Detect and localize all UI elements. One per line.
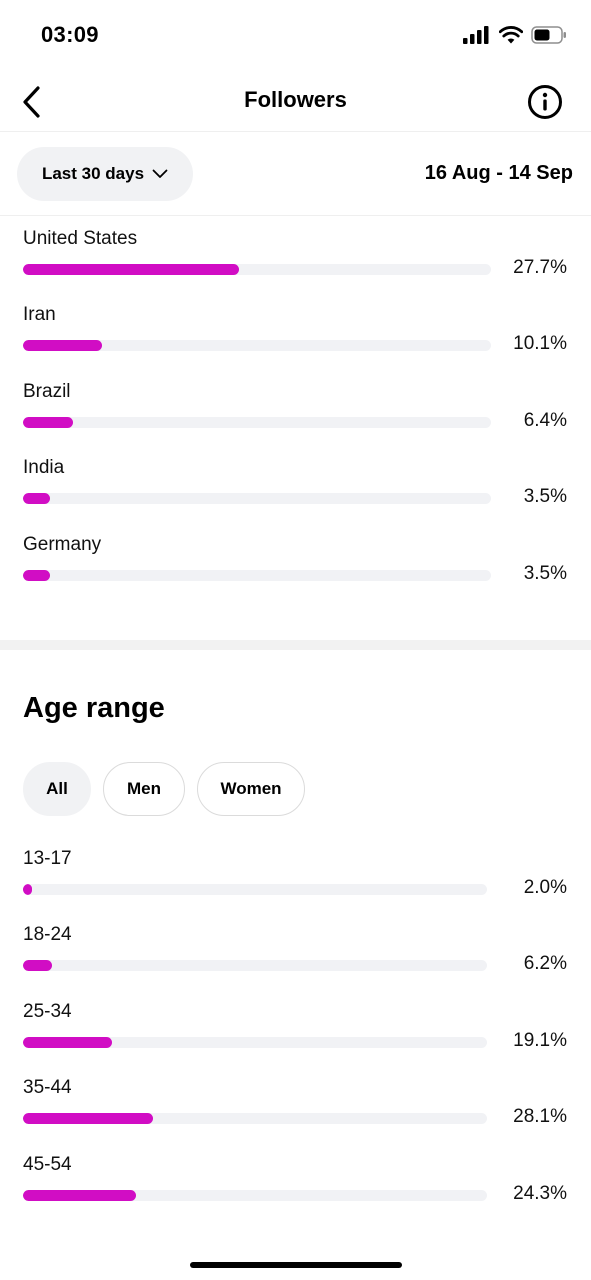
status-bar: 03:09	[0, 0, 591, 72]
bar-track	[23, 569, 491, 581]
bar-fill	[23, 1189, 136, 1201]
tab-men[interactable]: Men	[103, 762, 185, 816]
bar-track	[23, 1113, 487, 1125]
age-row: 18-24 6.2%	[0, 916, 591, 992]
bar-track	[23, 884, 487, 895]
age-percent: 2.0%	[523, 877, 567, 898]
country-row: India 3.5%	[0, 449, 591, 525]
chevron-left-icon	[23, 86, 40, 118]
country-percent: 3.5%	[523, 486, 567, 508]
bar-track	[23, 1036, 487, 1048]
age-percent: 28.1%	[513, 1106, 567, 1128]
cellular-signal-icon	[463, 26, 489, 44]
wifi-icon	[499, 26, 523, 44]
info-button[interactable]	[525, 82, 565, 122]
age-percent: 19.1%	[513, 1029, 567, 1051]
bar-track	[23, 1189, 487, 1201]
age-row: 25-34 19.1%	[0, 993, 591, 1069]
age-percent: 6.2%	[523, 953, 567, 975]
country-percent: 3.5%	[523, 562, 567, 584]
gender-tabs: All Men Women	[23, 762, 305, 816]
country-row: United States 27.7%	[0, 220, 591, 296]
country-percent: 6.4%	[523, 409, 567, 431]
filter-row: Last 30 days 16 Aug - 14 Sep	[0, 132, 591, 216]
tab-women[interactable]: Women	[197, 762, 305, 816]
country-label: Germany	[23, 533, 102, 555]
bar-fill	[23, 493, 51, 505]
age-label: 25-34	[23, 1000, 72, 1022]
age-range-title: Age range	[23, 692, 165, 724]
bar-track	[23, 264, 491, 275]
age-row: 13-17 2.0%	[0, 840, 591, 916]
bar-fill	[23, 569, 51, 581]
bar-fill	[23, 960, 52, 972]
country-label: Brazil	[23, 380, 71, 402]
bar-track	[23, 960, 487, 972]
country-row: Germany 3.5%	[0, 526, 591, 602]
age-label: 13-17	[23, 848, 72, 869]
age-row: 35-44 28.1%	[0, 1069, 591, 1145]
country-label: United States	[23, 228, 138, 249]
bar-track	[23, 493, 491, 505]
date-range-selector-label: Last 30 days	[41, 164, 145, 183]
bar-fill	[23, 1113, 154, 1125]
bar-fill	[23, 264, 240, 275]
country-label: India	[23, 457, 65, 479]
age-label: 18-24	[23, 924, 72, 946]
country-row: Iran 10.1%	[0, 296, 591, 372]
country-label: Iran	[23, 304, 56, 326]
country-percent: 10.1%	[513, 333, 567, 355]
country-row: Brazil 6.4%	[0, 373, 591, 449]
bar-track	[23, 340, 491, 352]
age-percent: 24.3%	[513, 1182, 567, 1204]
status-icons	[463, 26, 567, 44]
status-time: 03:09	[41, 22, 99, 47]
countries-list: United States 27.7% Iran 10.1% Brazil 6.…	[0, 220, 591, 602]
bar-fill	[23, 884, 33, 895]
nav-header: Followers	[0, 72, 591, 132]
info-icon	[528, 85, 562, 119]
battery-icon	[531, 26, 566, 44]
date-range-selector[interactable]: Last 30 days	[17, 147, 193, 201]
bar-fill	[23, 340, 102, 352]
age-row: 45-54 24.3%	[0, 1146, 591, 1222]
bar-fill	[23, 416, 74, 428]
page-title: Followers	[244, 87, 347, 112]
country-percent: 27.7%	[513, 257, 567, 278]
scroll-clip	[0, 1230, 591, 1280]
age-label: 35-44	[23, 1077, 72, 1099]
section-divider	[0, 640, 591, 650]
bar-fill	[23, 1036, 112, 1048]
date-range-text: 16 Aug - 14 Sep	[424, 162, 573, 184]
home-indicator[interactable]	[190, 1262, 402, 1268]
back-button[interactable]	[14, 84, 50, 120]
bar-track	[23, 416, 491, 428]
age-range-list: 13-17 2.0% 18-24 6.2% 25-34 19.1% 35-44 …	[0, 840, 591, 1280]
tab-all[interactable]: All	[23, 762, 91, 816]
chevron-down-icon	[152, 169, 168, 178]
age-label: 45-54	[23, 1153, 72, 1175]
